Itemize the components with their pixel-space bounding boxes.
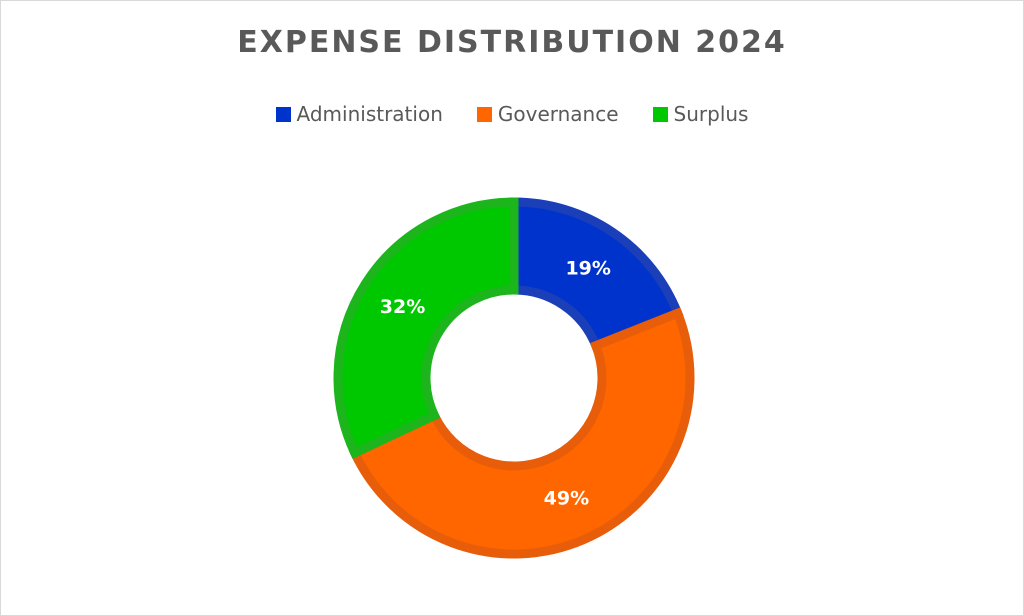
legend: Administration Governance Surplus [1, 102, 1023, 126]
donut-slice-administration[interactable] [509, 197, 684, 352]
legend-swatch-governance [476, 106, 492, 122]
donut-slice-surplus[interactable] [333, 197, 519, 459]
legend-item-governance[interactable]: Governance [476, 102, 619, 126]
legend-item-surplus[interactable]: Surplus [652, 102, 749, 126]
data-label-administration: 19% [565, 257, 610, 279]
legend-label-surplus: Surplus [673, 102, 749, 126]
data-label-governance: 49% [544, 488, 589, 510]
legend-item-administration[interactable]: Administration [275, 102, 443, 126]
data-label-surplus: 32% [380, 296, 425, 318]
legend-label-governance: Governance [497, 102, 619, 126]
chart-title: EXPENSE DISTRIBUTION 2024 [237, 25, 787, 60]
donut-slice-governance[interactable] [348, 307, 695, 559]
legend-swatch-surplus [652, 106, 668, 122]
legend-swatch-administration [275, 106, 291, 122]
legend-label-administration: Administration [296, 102, 443, 126]
